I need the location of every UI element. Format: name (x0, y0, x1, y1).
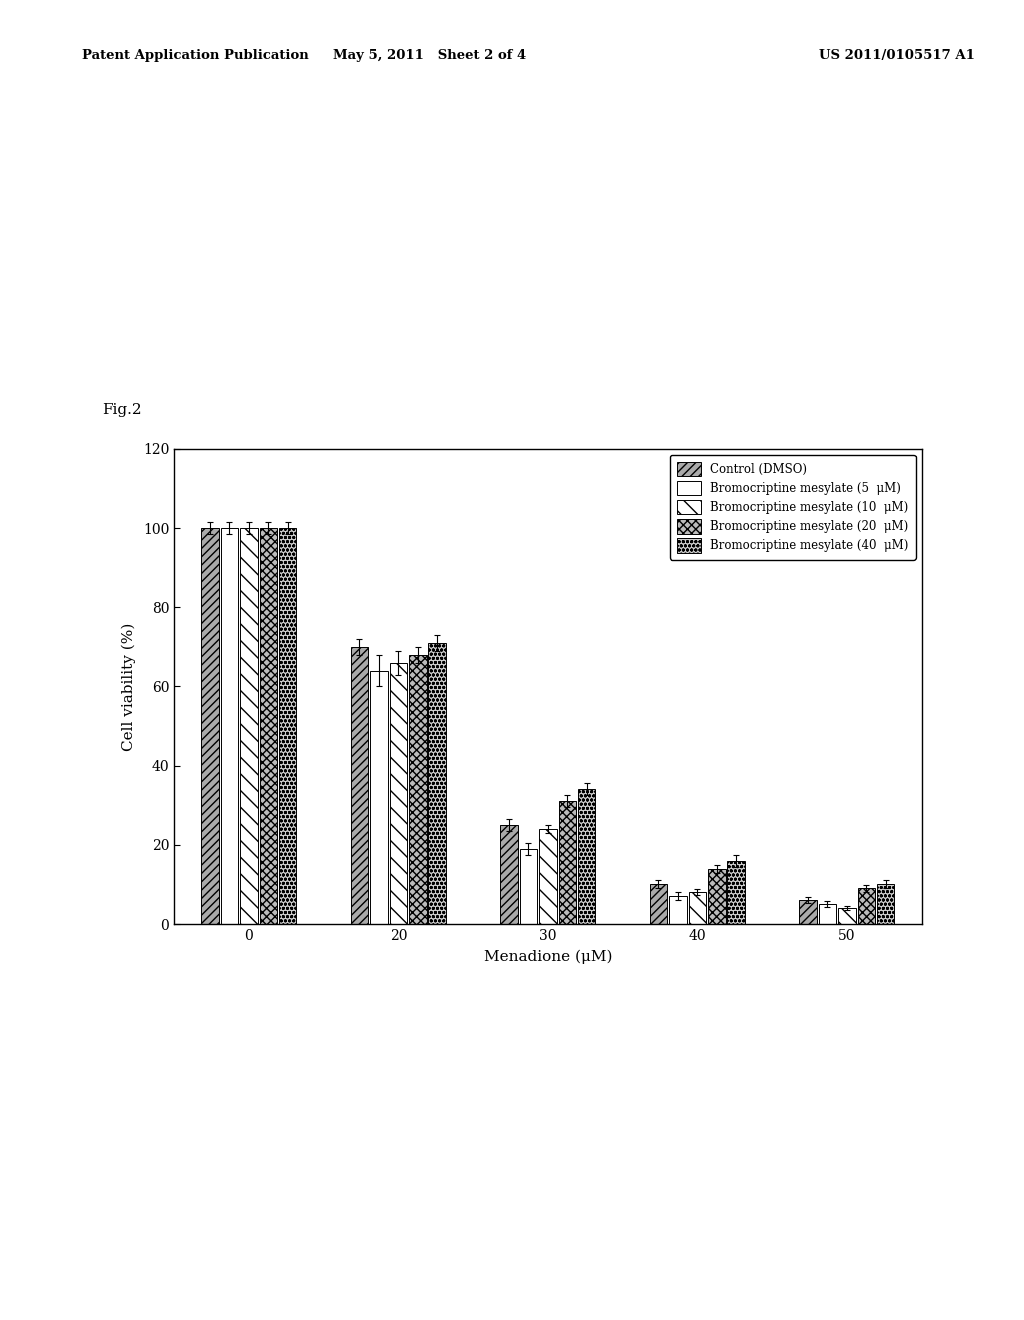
Bar (558, 801, 577, 924)
Bar (708, 869, 726, 924)
Bar (240, 528, 258, 924)
Text: Fig.2: Fig.2 (102, 403, 142, 417)
Bar (370, 671, 388, 924)
X-axis label: Menadione (μM): Menadione (μM) (483, 950, 612, 964)
Text: May 5, 2011   Sheet 2 of 4: May 5, 2011 Sheet 2 of 4 (334, 49, 526, 62)
Y-axis label: Cell viability (%): Cell viability (%) (122, 622, 136, 751)
Bar (578, 789, 596, 924)
Bar (539, 829, 557, 924)
Bar (877, 884, 895, 924)
Bar (688, 892, 707, 924)
Bar (259, 528, 278, 924)
Bar (279, 528, 297, 924)
Bar (669, 896, 687, 924)
Text: Patent Application Publication: Patent Application Publication (82, 49, 308, 62)
Bar (500, 825, 518, 924)
Bar (428, 643, 446, 924)
Bar (649, 884, 668, 924)
Bar (350, 647, 369, 924)
Bar (201, 528, 219, 924)
Bar (799, 900, 817, 924)
Bar (220, 528, 239, 924)
Bar (818, 904, 837, 924)
Bar (838, 908, 856, 924)
Bar (727, 861, 745, 924)
Legend: Control (DMSO), Bromocriptine mesylate (5  μM), Bromocriptine mesylate (10  μM),: Control (DMSO), Bromocriptine mesylate (… (670, 454, 915, 560)
Bar (389, 663, 408, 924)
Text: US 2011/0105517 A1: US 2011/0105517 A1 (819, 49, 975, 62)
Bar (409, 655, 427, 924)
Bar (519, 849, 538, 924)
Bar (857, 888, 876, 924)
